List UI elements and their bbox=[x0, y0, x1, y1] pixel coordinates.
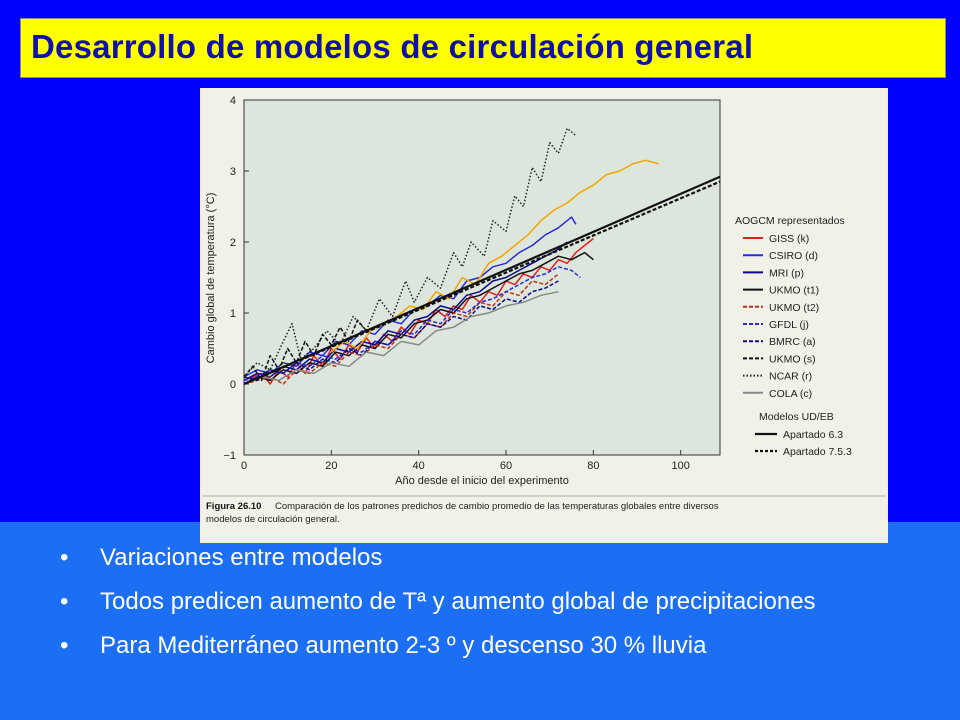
x-tick-label: 0 bbox=[241, 460, 247, 472]
legend-entry: UKMO (t1) bbox=[769, 285, 819, 297]
bullet-list: Variaciones entre modelos Todos predicen… bbox=[60, 536, 950, 668]
legend-entry: NCAR (r) bbox=[769, 371, 812, 383]
legend-entry: COLA (c) bbox=[769, 388, 812, 400]
x-tick-label: 40 bbox=[413, 460, 425, 472]
y-tick-label: 0 bbox=[230, 379, 236, 391]
x-axis-label: Año desde el inicio del experimento bbox=[395, 475, 569, 487]
y-tick-label: −1 bbox=[223, 450, 236, 462]
legend-entry: GFDL (j) bbox=[769, 319, 809, 331]
series-line-gfdl-j bbox=[243, 266, 581, 382]
series-line-giss-k bbox=[243, 237, 594, 385]
legend-title-aogcm: AOGCM representados bbox=[735, 215, 845, 227]
legend-title-udeb: Modelos UD/EB bbox=[759, 411, 834, 423]
bullet-item: Variaciones entre modelos bbox=[60, 536, 950, 580]
x-tick-label: 20 bbox=[325, 460, 337, 472]
legend-entry: BMRC (a) bbox=[769, 336, 816, 348]
series-line-ukmo-s bbox=[243, 319, 367, 382]
temperature-change-chart: 0 20 40 60 80 100 −1 0 1 2 3 4 AOGCM representados G… bbox=[202, 95, 886, 525]
legend-entry: MRI (p) bbox=[769, 267, 804, 279]
legend-entry: CSIRO (d) bbox=[769, 250, 818, 262]
y-tick-label: 2 bbox=[230, 237, 236, 249]
slide-title: Desarrollo de modelos de circulación gen… bbox=[31, 28, 754, 65]
title-box: Desarrollo de modelos de circulación gen… bbox=[20, 18, 946, 78]
figure-caption-line1: Comparación de los patrones predichos de… bbox=[275, 501, 719, 512]
bullet-item: Todos predicen aumento de Tª y aumento g… bbox=[60, 580, 950, 624]
legend-entry: Apartado 7.5.3 bbox=[783, 446, 852, 458]
figure-caption-label: Figura 26.10 bbox=[206, 501, 261, 512]
series-line-cola-c bbox=[243, 290, 559, 385]
series-line-ukmo-t1 bbox=[243, 251, 594, 385]
x-tick-label: 80 bbox=[587, 460, 599, 472]
legend-entry: UKMO (s) bbox=[769, 353, 816, 365]
series-line-mri-p bbox=[243, 241, 568, 382]
y-tick-label: 3 bbox=[230, 166, 236, 178]
legend-entry: GISS (k) bbox=[769, 233, 809, 245]
y-tick-label: 1 bbox=[230, 308, 236, 320]
y-axis-label: Cambio global de temperatura (°C) bbox=[205, 193, 217, 364]
bullet-item: Para Mediterráneo aumento 2-3 º y descen… bbox=[60, 624, 950, 668]
plot-area bbox=[243, 99, 721, 456]
figure-caption-line2: modelos de circulación general. bbox=[206, 514, 340, 525]
x-tick-label: 60 bbox=[500, 460, 512, 472]
series-line-apartado-7-5-3 bbox=[243, 180, 721, 386]
x-tick-label: 100 bbox=[672, 460, 690, 472]
series-line-ncar-r bbox=[243, 127, 577, 378]
y-tick-label: 4 bbox=[230, 95, 236, 107]
figure-panel: 0 20 40 60 80 100 −1 0 1 2 3 4 AOGCM representados G… bbox=[200, 88, 888, 543]
legend-entry: Apartado 6.3 bbox=[783, 429, 843, 441]
legend-entry: UKMO (t2) bbox=[769, 302, 819, 314]
